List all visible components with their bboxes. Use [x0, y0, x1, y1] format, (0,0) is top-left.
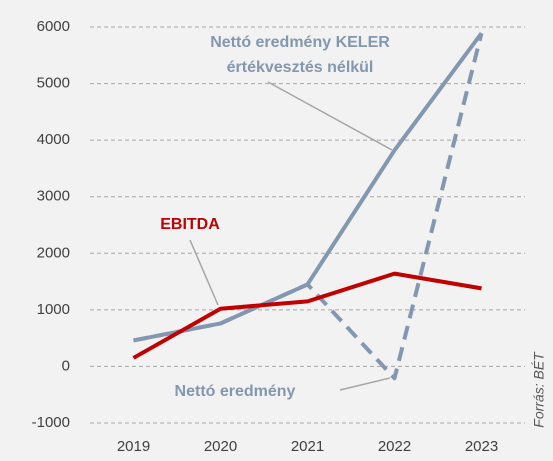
leader-line: [339, 377, 391, 391]
y-tick-label: 4000: [37, 131, 70, 148]
series-label: Nettó eredmény: [175, 383, 296, 400]
y-tick-label: 6000: [37, 18, 70, 35]
y-tick-label: 1000: [37, 301, 70, 318]
annotation: Nettó eredmény KELER: [210, 34, 390, 51]
source: Forrás: BÉT: [531, 351, 547, 428]
x-tick-label: 2019: [117, 438, 150, 455]
y-tick-label: 2000: [37, 244, 70, 261]
y-tick-label: -1000: [32, 414, 70, 431]
x-tick-label: 2023: [465, 438, 498, 455]
x-tick-label: 2021: [291, 438, 324, 455]
series-line: [132, 271, 482, 360]
y-tick-label: 3000: [37, 188, 70, 205]
x-tick-label: 2020: [204, 438, 237, 455]
y-tick-label: 5000: [37, 75, 70, 92]
x-tick-label: 2022: [378, 438, 411, 455]
annotation: értékvesztés nélkül: [227, 59, 374, 76]
y-tick-label: 0: [62, 357, 70, 374]
series-line: [133, 32, 484, 343]
leader-line: [267, 81, 393, 151]
series-label: EBITDA: [160, 216, 220, 233]
leader-line: [189, 239, 219, 306]
